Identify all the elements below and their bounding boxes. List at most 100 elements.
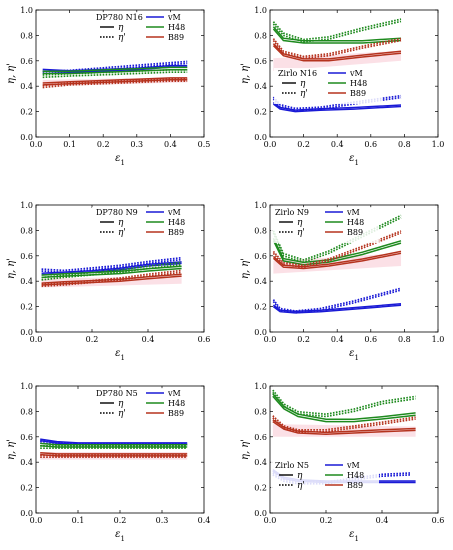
series-vM-solid-line — [272, 101, 402, 111]
series-H48-solid-line — [42, 66, 188, 72]
y-tick-label: 0.6 — [20, 57, 33, 66]
x-axis-label: ε1 — [115, 348, 125, 362]
x-tick-label: 0.2 — [86, 335, 99, 344]
y-tick-label: 0.8 — [254, 407, 267, 416]
y-tick-label: 0.2 — [254, 484, 267, 493]
series-vM-solid-line — [40, 438, 188, 444]
legend-background — [92, 388, 200, 424]
y-axis-label: η, η' — [6, 258, 17, 279]
y-tick-label: 0.2 — [254, 108, 267, 117]
series-B89-solid-line — [272, 45, 402, 62]
series-B89-dotted-line — [42, 78, 188, 87]
x-tick-label: 0.0 — [264, 335, 277, 344]
x-axis-label-sub: 1 — [354, 354, 358, 362]
y-tick-label: 0.8 — [20, 226, 33, 235]
series-H48-dotted-line — [272, 18, 402, 41]
x-axis-label-sub: 1 — [354, 159, 358, 167]
y-tick-label: 0.0 — [254, 133, 267, 142]
x-tick-label: 0.6 — [198, 335, 211, 344]
legend-item-label: vM — [167, 208, 181, 217]
legend-title: DP780 N9 — [96, 208, 138, 217]
y-tick-label: 0.2 — [254, 303, 267, 312]
legend-item-label: η — [118, 218, 124, 228]
plot-frame — [269, 204, 439, 333]
chart-panel-1: 0.0 0.1 0.2 0.3 0.4 0.5 0.0 0.2 0.4 0.6 0.8 1.0 ε1 η,… — [6, 6, 210, 167]
y-tick-label: 0.4 — [20, 277, 33, 286]
x-tick-label: 1.0 — [432, 140, 445, 149]
y-tick-label: 0.8 — [254, 226, 267, 235]
legend-item-label: H48 — [168, 218, 185, 227]
legend-item-label: H48 — [350, 79, 367, 88]
y-tick-label: 0.2 — [20, 108, 33, 117]
y-tick-label: 0.8 — [20, 31, 33, 40]
x-tick-label: 0.6 — [364, 335, 377, 344]
x-tick-label: 0.4 — [198, 516, 211, 525]
x-tick-label: 0.2 — [297, 335, 310, 344]
y-axis-label: η, η' — [6, 439, 17, 460]
y-tick-label: 0.8 — [20, 407, 33, 416]
y-tick-label: 0.4 — [254, 277, 267, 286]
series-vM-dotted-line — [41, 258, 182, 274]
legend-item-label: H48 — [347, 218, 364, 227]
x-tick-label: 0.0 — [30, 140, 43, 149]
legend-title: DP780 N5 — [96, 389, 138, 398]
series-H48-dotted-line — [41, 261, 182, 279]
series-H48-solid-line — [40, 442, 188, 446]
legend-item-label: B89 — [168, 228, 184, 237]
y-tick-label: 0.0 — [20, 509, 33, 518]
legend-item-label: η — [118, 399, 124, 409]
x-axis-label-sub: 1 — [354, 535, 358, 543]
series-B89-solid-line — [42, 77, 188, 84]
legend-title: Zirlo N16 — [278, 69, 317, 78]
x-tick-label: 0.1 — [63, 140, 76, 149]
x-tick-label: 0.4 — [376, 516, 389, 525]
series-vM-dotted-line — [272, 287, 402, 312]
legend-item-label: H48 — [168, 399, 185, 408]
series-B89-dotted-line — [42, 80, 188, 89]
y-tick-label: 1.0 — [254, 382, 267, 391]
x-tick-label: 1.0 — [432, 335, 445, 344]
legend-item-label: η' — [118, 33, 126, 43]
series-B89-dotted-line — [41, 269, 182, 286]
y-axis-label: η, η' — [240, 439, 251, 460]
x-tick-label: 0.4 — [331, 335, 344, 344]
plot-frame — [35, 9, 205, 138]
series-B89-dotted-line — [272, 39, 402, 60]
x-tick-label: 0.2 — [97, 140, 110, 149]
x-tick-label: 0.6 — [432, 516, 445, 525]
x-tick-label: 0.3 — [156, 516, 169, 525]
y-tick-label: 0.4 — [254, 458, 267, 467]
y-tick-label: 1.0 — [254, 201, 267, 210]
x-tick-label: 0.0 — [30, 516, 43, 525]
y-axis-label: η, η' — [240, 258, 251, 279]
legend-item-label: B89 — [168, 409, 184, 418]
y-tick-label: 0.6 — [254, 433, 267, 442]
y-tick-label: 1.0 — [20, 382, 33, 391]
x-tick-label: 0.2 — [114, 516, 127, 525]
y-tick-label: 0.0 — [20, 328, 33, 337]
plot-frame — [269, 385, 439, 514]
chart-panel-5: 0.0 0.1 0.2 0.3 0.4 0.0 0.2 0.4 0.6 0.8 1.0 ε1 η, η'… — [6, 382, 210, 543]
series-H48-solid-line — [272, 393, 416, 421]
x-axis-label-sub: 1 — [120, 535, 124, 543]
legend-item-label: η' — [297, 481, 305, 491]
y-tick-label: 0.0 — [254, 509, 267, 518]
legend-item-label: B89 — [347, 228, 363, 237]
x-tick-label: 0.4 — [164, 140, 177, 149]
series-B89-dotted-line — [272, 230, 402, 267]
y-tick-label: 1.0 — [20, 201, 33, 210]
chart-panel-6: 0.0 0.2 0.4 0.6 0.0 0.2 0.4 0.6 0.8 1.0 ε1 η, η' Zir… — [240, 382, 444, 543]
series-B89-dotted-line — [272, 232, 402, 269]
x-tick-label: 0.0 — [264, 516, 277, 525]
y-tick-label: 0.6 — [254, 57, 267, 66]
legend-item-label: η — [297, 471, 303, 481]
series-H48-dotted-line — [272, 389, 416, 416]
x-tick-label: 0.8 — [398, 335, 411, 344]
x-axis-label: ε1 — [115, 153, 125, 167]
legend-background — [274, 68, 382, 104]
